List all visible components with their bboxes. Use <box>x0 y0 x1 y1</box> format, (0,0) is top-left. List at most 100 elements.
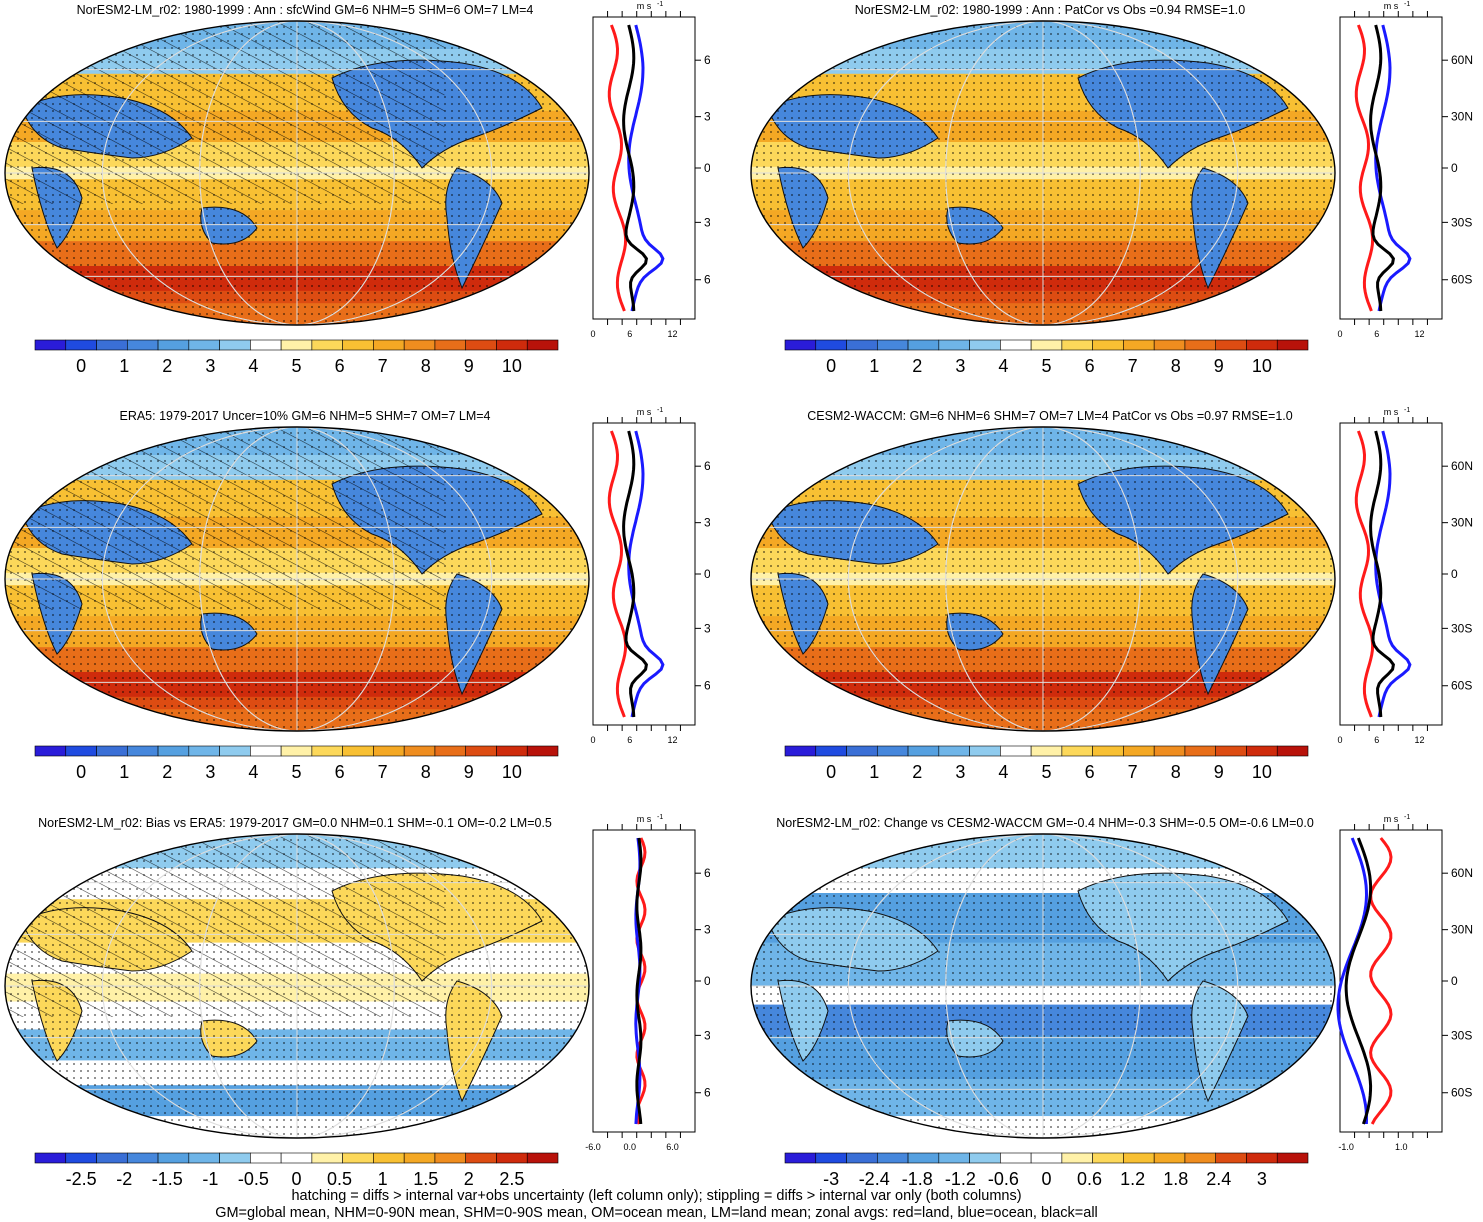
colorbar-tick-label: 0 <box>76 356 86 376</box>
map-panel-5 <box>4 833 590 1139</box>
latitude-label: 30S <box>704 1028 710 1042</box>
colorbar-swatch <box>157 745 190 757</box>
zonal-line-all <box>622 430 648 718</box>
colorbar-swatch <box>157 339 190 351</box>
zonal-line-ocean <box>627 24 665 312</box>
colorbar-swatch <box>1000 745 1032 757</box>
colorbar-swatch <box>1215 1152 1247 1164</box>
colorbar-swatch <box>34 745 67 757</box>
colorbar-swatch <box>280 1152 313 1164</box>
colorbar-tick-label: 0 <box>76 762 86 782</box>
zonal-x-tick-label: 1.0 <box>1395 1142 1408 1152</box>
map-panel-2 <box>750 20 1336 326</box>
colorbar-swatch <box>65 339 97 351</box>
colorbar-tick-label: 1.5 <box>413 1169 438 1189</box>
zonal-unit-exponent: -1 <box>657 1 663 8</box>
colorbar-tick-label: 3 <box>955 762 965 782</box>
zonal-x-tick-label: 6 <box>627 735 632 745</box>
colorbar-swatch <box>1092 339 1124 351</box>
colorbar-swatch <box>1000 1152 1032 1164</box>
colorbar-swatch <box>188 339 220 351</box>
zonal-unit-exponent: -1 <box>1404 814 1410 821</box>
colorbar-tick-label: 8 <box>1171 356 1181 376</box>
colorbar-tick-label: 0 <box>1041 1169 1051 1189</box>
colorbar-tick-label: 2 <box>162 356 172 376</box>
colorbar-tick-label: 1 <box>378 1169 388 1189</box>
latitude-label: 30N <box>1451 110 1473 124</box>
colorbar-tick-label: 1.8 <box>1163 1169 1188 1189</box>
colorbar-swatch <box>219 1152 251 1164</box>
colorbar-swatch <box>907 745 940 757</box>
colorbar-swatch <box>96 745 128 757</box>
zonal-x-tick-label: 6 <box>627 329 632 339</box>
latitude-label: 0 <box>1451 567 1458 581</box>
colorbar-swatch <box>1123 339 1155 351</box>
colorbar-tick-label: 10 <box>502 762 522 782</box>
colorbar-tick-label: 0.5 <box>327 1169 352 1189</box>
colorbar-swatch <box>65 745 97 757</box>
colorbar-swatch <box>311 745 343 757</box>
colorbar-swatch <box>250 1152 282 1164</box>
zonal-x-tick-label: 0 <box>590 735 595 745</box>
zonal-x-tick-label: 6 <box>1374 329 1379 339</box>
zonal-unit-label: m s <box>1384 814 1399 824</box>
colorbar-swatch <box>907 339 940 351</box>
zonal-mean-plot-2: m s -1 60N 30N 0 30S 60S 0 6 12 <box>1337 1 1473 339</box>
zonal-x-tick-label: 12 <box>668 329 678 339</box>
zonal-unit-exponent: -1 <box>657 407 663 414</box>
colorbar-swatch <box>1215 339 1247 351</box>
colorbar-tick-label: 1 <box>119 762 129 782</box>
colorbar-swatch <box>434 1152 467 1164</box>
colorbar-swatch <box>1184 1152 1217 1164</box>
latitude-label: 30S <box>1451 215 1472 229</box>
map-panel-1 <box>4 20 590 326</box>
latitude-label: 0 <box>704 161 710 175</box>
zonal-line-ocean <box>1374 24 1412 312</box>
colorbar-swatch <box>311 339 343 351</box>
colorbar-swatch <box>465 745 497 757</box>
colorbar-swatch <box>219 745 251 757</box>
colorbar-swatch <box>434 745 467 757</box>
latitude-label: 60N <box>1451 459 1473 473</box>
colorbar-tick-label: 6 <box>1085 762 1095 782</box>
colorbar-4: 0 1 2 3 4 5 6 7 8 9 10 <box>784 745 1309 782</box>
colorbar-swatch <box>969 1152 1001 1164</box>
colorbar-swatch <box>526 745 559 757</box>
colorbar-swatch <box>1030 1152 1063 1164</box>
map-fill <box>5 427 589 731</box>
colorbar-tick-label: 5 <box>1041 356 1051 376</box>
latitude-label: 30S <box>704 215 710 229</box>
colorbar-swatch <box>938 1152 970 1164</box>
colorbar-swatch <box>311 1152 343 1164</box>
colorbar-swatch <box>280 339 313 351</box>
latitude-label: 30S <box>704 621 710 635</box>
colorbar-swatch <box>157 1152 190 1164</box>
colorbar-tick-label: 2.4 <box>1206 1169 1231 1189</box>
colorbar-swatch <box>1061 745 1093 757</box>
zonal-x-tick-label: 0 <box>590 329 595 339</box>
colorbar-tick-label: 6 <box>335 356 345 376</box>
colorbar-swatch <box>188 745 220 757</box>
colorbar-swatch <box>876 339 909 351</box>
panel-title-4: CESM2-WACCM: GM=6 NHM=6 SHM=7 OM=7 LM=4 … <box>807 409 1293 423</box>
colorbar-3: 0 1 2 3 4 5 6 7 8 9 10 <box>34 745 559 782</box>
colorbar-tick-label: 2 <box>162 762 172 782</box>
colorbar-tick-label: 10 <box>502 356 522 376</box>
zonal-line-ocean <box>1336 837 1369 1125</box>
colorbar-swatch <box>1000 339 1032 351</box>
zonal-line-ocean <box>627 430 665 718</box>
zonal-x-tick-label: 6 <box>1374 735 1379 745</box>
colorbar-tick-label: 1.2 <box>1120 1169 1145 1189</box>
colorbar-tick-label: 10 <box>1252 762 1272 782</box>
zonal-mean-plot-3: m s -1 60N 30N 0 30S 60S 0 6 12 <box>590 407 710 745</box>
zonal-line-all <box>635 837 643 1125</box>
latitude-label: 30N <box>1451 516 1473 530</box>
latitude-label: 60N <box>704 459 710 473</box>
colorbar-swatch <box>403 1152 436 1164</box>
panel-title-5: NorESM2-LM_r02: Bias vs ERA5: 1979-2017 … <box>38 816 552 830</box>
colorbar-swatch <box>1092 1152 1124 1164</box>
latitude-label: 60N <box>1451 53 1473 67</box>
colorbar-swatch <box>846 1152 878 1164</box>
colorbar-swatch <box>876 1152 909 1164</box>
colorbar-swatch <box>250 745 282 757</box>
